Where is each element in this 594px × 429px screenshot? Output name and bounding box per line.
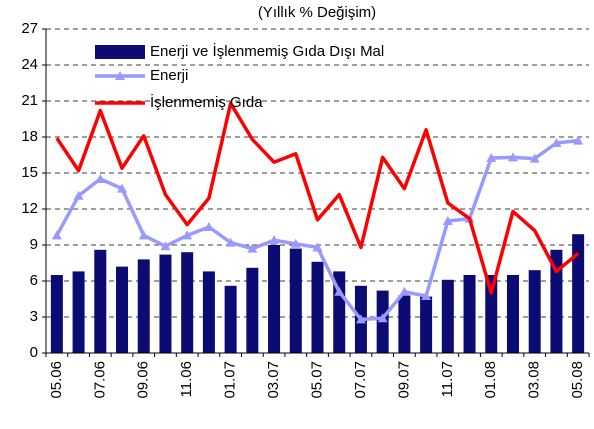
marker (507, 152, 518, 162)
bar (289, 248, 302, 353)
y-tick-label: 15 (21, 164, 38, 181)
x-tick-label: 09.07 (395, 361, 412, 399)
legend-swatch (95, 45, 145, 59)
x-tick-label: 05.06 (48, 361, 65, 399)
x-tick-label: 07.07 (352, 361, 369, 399)
x-tick-label: 05.08 (569, 361, 586, 399)
bar (572, 234, 585, 353)
marker (529, 153, 540, 163)
marker (73, 190, 84, 200)
marker (573, 135, 584, 145)
marker (355, 314, 366, 324)
bar (246, 267, 259, 353)
marker (486, 153, 497, 162)
bar (202, 271, 215, 353)
y-tick-label: 18 (21, 128, 38, 145)
marker (377, 313, 388, 323)
marker (334, 286, 345, 296)
line (55, 101, 580, 295)
legend-label: Enerji ve İşlenmemiş Gıda Dışı Mal (150, 42, 384, 60)
marker (51, 230, 62, 240)
x-tick-label: 11.06 (178, 361, 195, 397)
marker (138, 230, 149, 240)
bar (159, 254, 172, 353)
x-tick-label: 01.07 (222, 361, 239, 399)
bar (506, 275, 519, 353)
marker (203, 222, 214, 231)
bar (550, 249, 563, 353)
bar (485, 275, 498, 353)
bar (333, 271, 346, 353)
bar (94, 249, 107, 353)
x-tick-label: 03.07 (265, 361, 282, 399)
x-tick-label: 07.06 (91, 361, 108, 399)
marker (399, 286, 410, 296)
marker (442, 216, 453, 225)
x-tick-label: 03.08 (526, 361, 543, 399)
bar (268, 245, 281, 353)
y-tick-label: 6 (30, 272, 38, 289)
bar (181, 252, 194, 353)
y-tick-label: 3 (30, 308, 38, 325)
marker (551, 138, 562, 147)
marker (182, 230, 193, 240)
marker (290, 238, 301, 248)
bar (311, 261, 324, 353)
legend-label: İşlenmemiş Gıda (150, 93, 263, 111)
bar (420, 296, 433, 353)
bar (137, 259, 150, 353)
y-tick-label: 9 (30, 236, 38, 253)
y-tick-label: 27 (21, 20, 38, 37)
bar (72, 271, 85, 353)
marker (95, 174, 106, 183)
x-tick-label: 01.08 (482, 361, 499, 399)
y-tick-label: 12 (21, 200, 38, 217)
x-tick-label: 05.07 (308, 361, 325, 399)
marker (312, 242, 323, 252)
y-tick-label: 24 (21, 56, 38, 73)
marker (269, 235, 280, 245)
x-tick-label: 09.06 (135, 361, 152, 399)
bar (463, 275, 476, 353)
bar (224, 285, 237, 353)
marker (160, 241, 171, 251)
marker (225, 237, 236, 247)
chart-title: (Yıllık % Değişim) (258, 4, 376, 21)
marker (117, 183, 128, 193)
bar (116, 266, 129, 353)
legend-marker (115, 71, 125, 80)
bar (441, 279, 454, 353)
bar (528, 270, 541, 353)
y-tick-label: 21 (21, 92, 38, 109)
marker (247, 243, 258, 253)
y-tick-label: 0 (30, 344, 38, 361)
x-tick-label: 11.07 (439, 361, 456, 397)
bar (398, 295, 411, 353)
marker (421, 291, 432, 300)
legend-label: Enerji (150, 67, 188, 84)
bar (50, 275, 63, 353)
